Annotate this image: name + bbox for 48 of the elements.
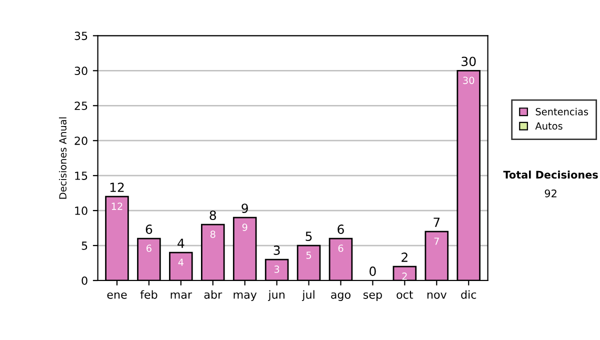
x-tick-label: dic xyxy=(461,290,476,299)
total-label: 9 xyxy=(242,204,248,214)
total-label: 30 xyxy=(462,56,476,66)
y-tick-label: 10 xyxy=(75,206,88,215)
total-label: 2 xyxy=(402,252,408,262)
y-tick-label: 5 xyxy=(82,242,88,250)
total-label: 5 xyxy=(306,232,312,242)
y-tick-label: 0 xyxy=(82,276,88,285)
total-label: 7 xyxy=(434,218,440,227)
x-tick-label: may xyxy=(234,292,257,301)
data-label: 4 xyxy=(178,258,184,266)
data-label: 6 xyxy=(338,244,344,252)
data-label: 2 xyxy=(402,272,407,280)
total-label: 0 xyxy=(370,266,376,276)
legend-label: Autos xyxy=(535,122,562,130)
data-label: 7 xyxy=(434,238,439,245)
data-label: 6 xyxy=(146,244,152,252)
x-tick-label: oct xyxy=(396,290,414,299)
y-tick-label: 25 xyxy=(74,102,88,110)
text: Total Decisiones xyxy=(503,170,598,179)
total-label: 12 xyxy=(110,182,124,192)
text: 92 xyxy=(544,189,556,198)
y-tick-label: 15 xyxy=(75,172,88,180)
data-label: 12 xyxy=(112,202,122,210)
x-tick-label: sep xyxy=(363,292,382,301)
legend-label: Sentencias xyxy=(536,108,588,116)
y-tick-label: 20 xyxy=(74,136,88,145)
x-tick-label: jun xyxy=(268,290,284,301)
data-label: 30 xyxy=(463,76,474,84)
y-tick-label: 30 xyxy=(74,66,88,76)
total-label: 6 xyxy=(146,224,152,234)
x-tick-label: ene xyxy=(107,292,127,299)
data-label: 5 xyxy=(306,252,312,259)
x-tick-label: jul xyxy=(302,290,314,301)
y-axis-title: Decisiones Anual xyxy=(58,117,66,199)
x-tick-label: nov xyxy=(427,292,447,299)
data-label: 3 xyxy=(274,266,280,273)
total-label: 6 xyxy=(338,224,344,234)
total-label: 8 xyxy=(210,210,216,220)
x-tick-label: feb xyxy=(140,290,158,299)
data-label: 8 xyxy=(210,230,216,238)
total-label: 3 xyxy=(274,246,280,255)
data-label: 9 xyxy=(242,224,248,231)
y-tick-label: 35 xyxy=(74,32,88,40)
x-tick-label: abr xyxy=(204,290,222,299)
x-tick-label: mar xyxy=(170,292,192,299)
x-tick-label: ago xyxy=(331,292,350,301)
total-label: 4 xyxy=(178,238,184,248)
